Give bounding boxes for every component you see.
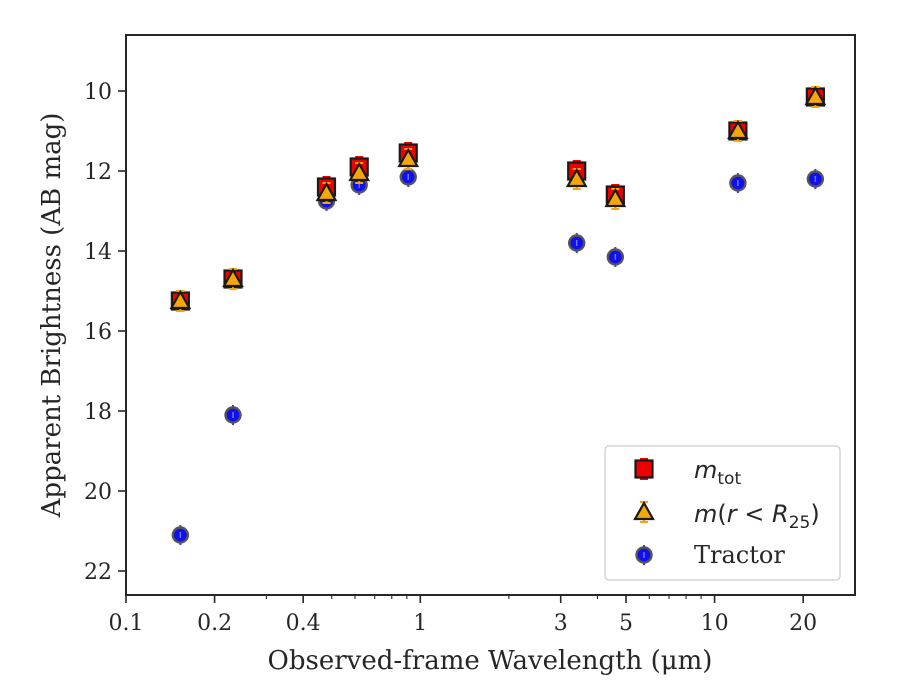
- x-tick-label-5: 5: [619, 611, 633, 636]
- y-tick-label-0: 10: [84, 80, 112, 105]
- y-tick-label-5: 20: [84, 480, 112, 505]
- marker-triangle-7: [727, 119, 749, 140]
- legend-m-symbol: m: [694, 500, 717, 528]
- y-tick-label-3: 16: [84, 320, 112, 345]
- legend: mtot m(r < R25) Tractor: [604, 445, 841, 581]
- marker-triangle-8: [804, 85, 827, 106]
- legend-handles: [633, 458, 655, 565]
- x-tick-label-0: 0.1: [109, 611, 144, 636]
- y-tick-label-4: 18: [84, 400, 112, 425]
- y-tick-label-1: 12: [84, 160, 112, 185]
- marker-triangle-0: [169, 289, 192, 310]
- marker-triangle-4: [397, 147, 420, 168]
- legend-box: [604, 445, 841, 581]
- legend-handle-square: [634, 459, 654, 479]
- legend-mtot-subscript: tot: [717, 469, 741, 489]
- y-tick-label-6: 22: [84, 560, 112, 585]
- marker-triangle-3: [348, 161, 371, 182]
- x-tick-label-2: 0.4: [286, 611, 321, 636]
- legend-label-tractor: Tractor: [694, 541, 785, 569]
- legend-R-symbol: R: [772, 500, 789, 528]
- legend-label-m-r25: m(r < R25): [694, 500, 820, 533]
- plot-frame: [125, 34, 856, 596]
- legend-paren-open: (: [717, 500, 726, 528]
- marker-triangle-2: [315, 181, 338, 202]
- x-tick-label-4: 3: [554, 611, 568, 636]
- x-tick-label-7: 20: [789, 611, 817, 636]
- x-axis-label: Observed-frame Wavelength (μm): [268, 646, 713, 676]
- marker-triangle-1: [222, 267, 244, 288]
- axis-ticks: 0.1 0.2 0.4 1 3 5 10 20 10 12 14 16 18 20 22: [84, 80, 817, 636]
- legend-less-than: <: [737, 500, 772, 528]
- legend-label-mtot: mtot: [694, 456, 741, 489]
- y-tick-label-2: 14: [84, 240, 112, 265]
- marker-triangle-6: [604, 187, 627, 208]
- legend-handle-triangle: [633, 500, 655, 521]
- x-tick-label-1: 0.2: [197, 611, 232, 636]
- y-axis-label: Apparent Brightness (AB mag): [37, 113, 67, 519]
- x-tick-label-3: 1: [413, 611, 427, 636]
- marker-triangle-5: [565, 167, 588, 188]
- x-tick-label-6: 10: [701, 611, 729, 636]
- data-markers: [169, 85, 827, 545]
- legend-mtot-symbol: m: [694, 456, 717, 484]
- legend-paren-close: ): [810, 500, 819, 528]
- legend-r-symbol: r: [727, 500, 739, 528]
- legend-R-subscript: 25: [789, 513, 811, 533]
